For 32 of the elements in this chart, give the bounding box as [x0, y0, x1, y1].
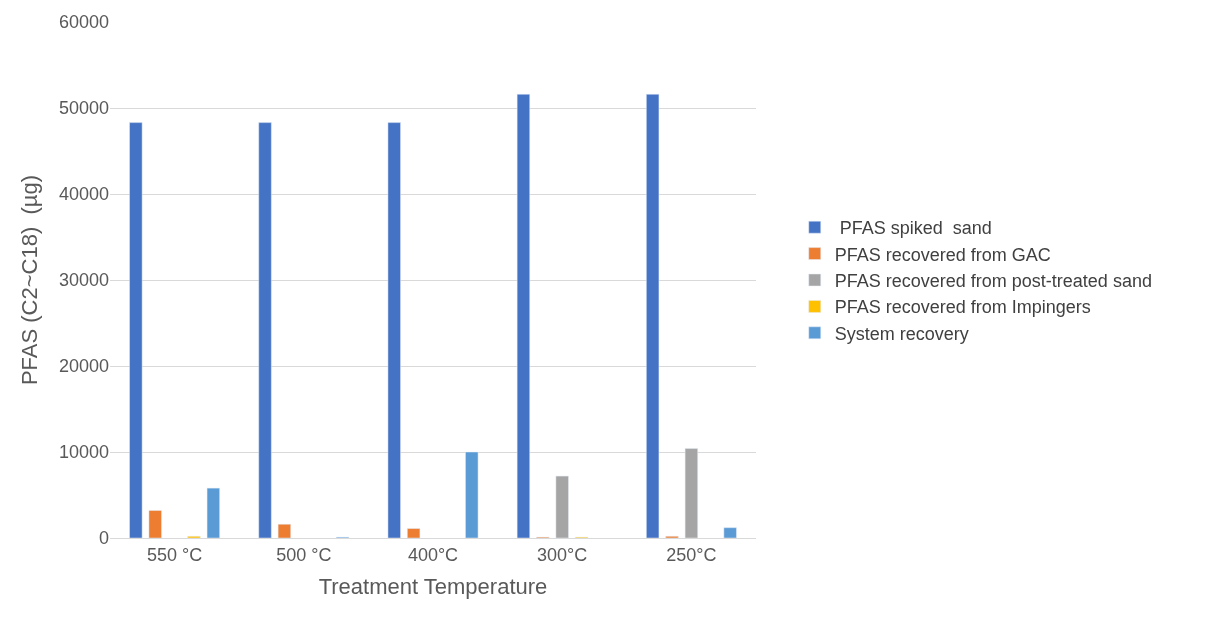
x-tick-label: 400°C	[407, 544, 459, 565]
legend-label: System recovery	[834, 323, 969, 344]
y-tick-label: 30000	[58, 270, 109, 291]
bar	[258, 122, 272, 538]
y-tick-label: 10000	[58, 442, 109, 463]
bar	[148, 510, 162, 538]
bar	[206, 487, 220, 538]
bar	[555, 475, 569, 538]
y-tick-label: 0	[98, 528, 109, 549]
bar	[684, 448, 698, 538]
x-tick-label: 500 °C	[276, 544, 332, 565]
x-tick-label: 300°C	[537, 544, 588, 565]
x-tick-label: 550 °C	[146, 544, 203, 565]
y-tick-label: 60000	[58, 12, 109, 33]
bar	[465, 451, 479, 538]
legend-label: PFAS recovered from Impingers	[834, 297, 1091, 318]
legend-label: PFAS recovered from post-treated sand	[834, 271, 1152, 292]
bar	[723, 527, 737, 538]
y-tick-label: 50000	[58, 98, 109, 119]
x-axis-title: Treatment Temperature	[318, 574, 548, 600]
y-tick-label: 40000	[58, 184, 109, 205]
x-tick-label: 250°C	[666, 544, 717, 565]
legend-label: PFAS recovered from GAC	[834, 244, 1051, 265]
bar	[407, 528, 421, 538]
y-axis-title: PFAS (C2~C18) (µg)	[16, 174, 42, 386]
bar	[516, 93, 530, 538]
bar	[129, 122, 143, 538]
bar	[387, 122, 401, 538]
legend-label: PFAS spiked sand	[834, 218, 992, 239]
bar	[646, 93, 660, 538]
bar	[277, 523, 291, 538]
y-tick-label: 20000	[58, 356, 109, 377]
